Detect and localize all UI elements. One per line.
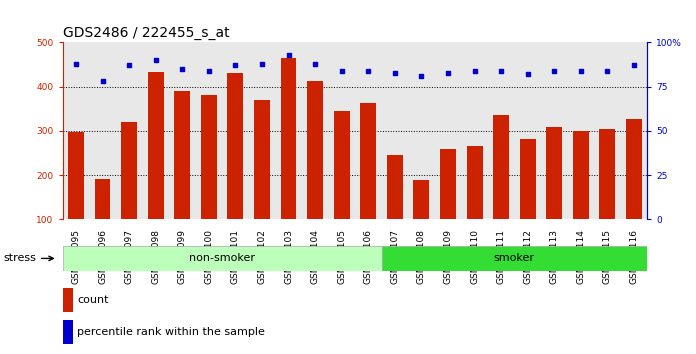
Bar [228, 73, 244, 219]
Point [97, 79, 108, 84]
Point [602, 68, 613, 74]
Bar [280, 58, 296, 219]
Point [363, 68, 374, 74]
Bar [546, 127, 562, 219]
Point [469, 68, 480, 74]
Bar [599, 129, 615, 219]
Point [283, 52, 294, 58]
Bar [174, 91, 190, 219]
Bar [254, 100, 270, 219]
Point [256, 61, 267, 67]
Point [443, 70, 454, 75]
Point [416, 73, 427, 79]
Bar [626, 119, 642, 219]
Bar [121, 122, 137, 219]
Point [522, 72, 533, 77]
Bar [413, 180, 429, 219]
FancyBboxPatch shape [63, 246, 381, 271]
Point [150, 57, 161, 63]
Bar [333, 111, 349, 219]
Point [310, 61, 321, 67]
Bar [520, 139, 536, 219]
Point [336, 68, 347, 74]
Bar [95, 179, 111, 219]
Point [123, 63, 134, 68]
Point [496, 68, 507, 74]
Point [576, 68, 587, 74]
Bar [307, 81, 323, 219]
Text: GDS2486 / 222455_s_at: GDS2486 / 222455_s_at [63, 26, 229, 40]
Bar [573, 131, 589, 219]
Bar [148, 72, 164, 219]
Text: smoker: smoker [494, 253, 535, 263]
Bar [201, 95, 216, 219]
Text: count: count [77, 295, 109, 305]
Point [389, 70, 400, 75]
Text: non-smoker: non-smoker [189, 253, 255, 263]
Bar [466, 147, 482, 219]
Point [628, 63, 640, 68]
Bar [361, 103, 377, 219]
Text: stress: stress [3, 253, 54, 263]
Bar [493, 115, 509, 219]
Point [203, 68, 214, 74]
FancyBboxPatch shape [381, 246, 647, 271]
Bar [387, 155, 403, 219]
Bar [63, 320, 73, 344]
Point [70, 61, 81, 67]
Point [177, 66, 188, 72]
Bar [68, 132, 84, 219]
Text: percentile rank within the sample: percentile rank within the sample [77, 327, 265, 337]
Bar [440, 149, 456, 219]
Point [230, 63, 241, 68]
Bar [63, 288, 73, 312]
Point [548, 68, 560, 74]
